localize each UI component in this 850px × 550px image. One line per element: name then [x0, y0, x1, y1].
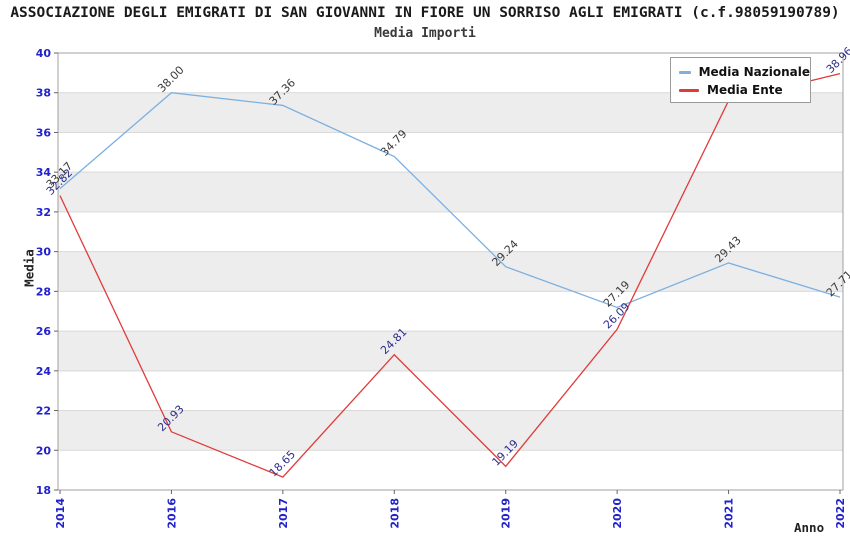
y-tick-label: 26: [36, 325, 52, 338]
x-tick-label: 2016: [165, 498, 178, 529]
x-tick-label: 2021: [723, 498, 736, 529]
legend-label-media-nazionale: Media Nazionale: [698, 65, 810, 79]
y-tick-label: 30: [36, 246, 52, 259]
chart-title: ASSOCIAZIONE DEGLI EMIGRATI DI SAN GIOVA…: [10, 5, 840, 21]
media-nazionale-line-swatch-icon: [679, 70, 691, 74]
plot-band: [58, 251, 843, 292]
x-tick-label: 2019: [500, 498, 513, 529]
y-tick-label: 22: [36, 405, 51, 418]
y-tick-label: 34: [36, 166, 52, 179]
plot-band: [58, 331, 843, 371]
y-tick-label: 36: [36, 126, 52, 139]
series-line-media-nazionale: [59, 92, 841, 309]
plot-band: [58, 172, 843, 212]
plot-band: [58, 410, 843, 451]
plot-band: [58, 211, 843, 252]
plot-band: [58, 370, 843, 411]
x-axis-title: Anno: [794, 520, 825, 535]
x-tick-label: 2017: [277, 498, 290, 529]
legend: Media Nazionale Media Ente: [670, 57, 811, 103]
legend-label-media-ente: Media Ente: [707, 83, 783, 97]
legend-item-media-ente: Media Ente: [679, 81, 810, 99]
series-line-media-ente: [59, 73, 841, 478]
x-tick-label: 2022: [834, 498, 847, 529]
plot-band: [58, 291, 843, 332]
y-tick-label: 18: [36, 484, 51, 497]
plot-border: [57, 52, 844, 491]
plot-band: [58, 132, 843, 173]
plot-band: [58, 450, 843, 490]
chart-subtitle: Media Importi: [374, 26, 476, 41]
y-tick-label: 28: [36, 285, 51, 298]
legend-item-media-nazionale: Media Nazionale: [679, 63, 810, 81]
y-tick-label: 40: [36, 47, 52, 60]
y-tick-label: 32: [36, 206, 51, 219]
media-ente-line-swatch-icon: [679, 88, 699, 92]
y-tick-label: 20: [36, 444, 52, 457]
x-tick-label: 2018: [388, 498, 401, 529]
y-axis-title: Media: [21, 249, 37, 287]
y-tick-label: 24: [36, 365, 52, 378]
x-tick-label: 2014: [54, 498, 67, 529]
x-tick-label: 2020: [611, 498, 624, 529]
y-tick-label: 38: [36, 87, 51, 100]
